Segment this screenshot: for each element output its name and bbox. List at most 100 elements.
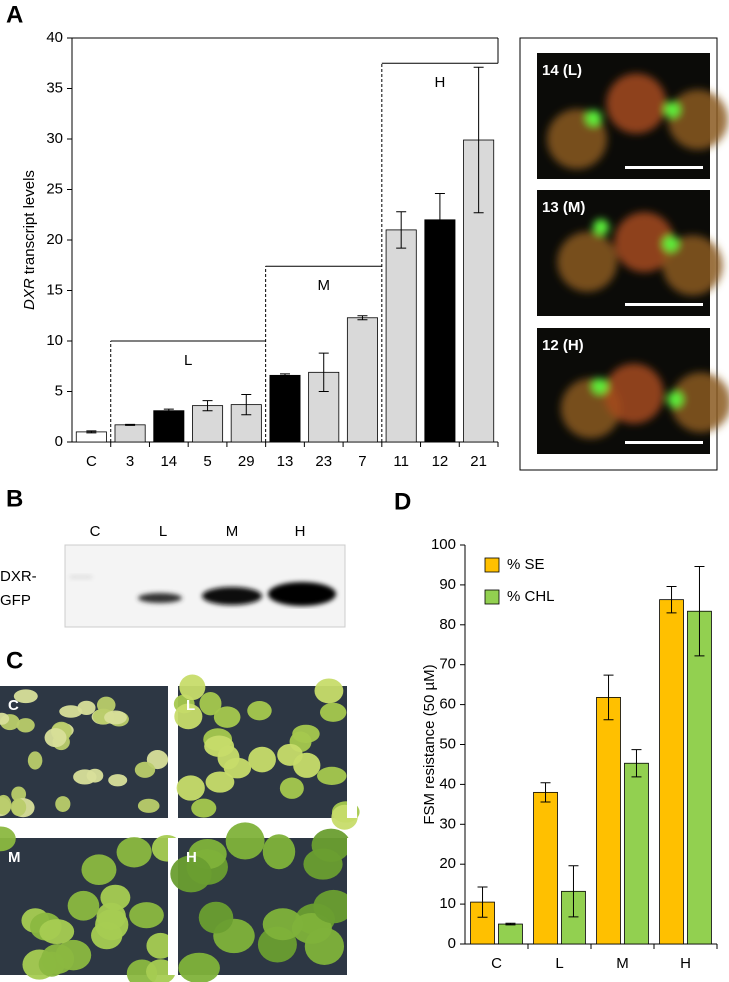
leaf xyxy=(11,786,27,802)
leaf xyxy=(77,700,96,715)
leaf xyxy=(13,689,38,704)
chloroplast-spot xyxy=(667,391,684,408)
bar xyxy=(385,229,417,443)
cell xyxy=(614,212,675,273)
leaf xyxy=(293,752,321,778)
y-axis-label: FSM resistance (50 µM) xyxy=(421,664,438,824)
chloroplast-spot xyxy=(592,219,609,236)
bracket-label: L xyxy=(184,352,192,369)
leaf xyxy=(176,775,205,801)
leaf xyxy=(205,771,235,793)
x-tick-label: 11 xyxy=(393,453,409,470)
photo-clip xyxy=(347,838,357,975)
bar xyxy=(75,431,107,443)
leaf xyxy=(39,919,75,945)
bar xyxy=(596,697,621,945)
y-axis-label: DXR transcript levels xyxy=(21,170,38,310)
leaf xyxy=(247,701,272,721)
error-bar xyxy=(318,352,329,392)
leaf xyxy=(104,710,127,725)
leaf xyxy=(198,901,234,934)
legend-swatch xyxy=(484,557,500,573)
scale-bar xyxy=(625,441,703,444)
error-bar xyxy=(568,865,579,918)
x-tick-label: 21 xyxy=(470,453,487,470)
y-tick-label: 10 xyxy=(439,895,456,912)
x-tick-label: 29 xyxy=(238,453,255,470)
blot-column-label: M xyxy=(226,523,239,540)
leaf xyxy=(304,927,345,965)
x-tick-label: 23 xyxy=(315,453,332,470)
error-bar xyxy=(666,585,677,614)
error-bar xyxy=(280,373,290,378)
leaf xyxy=(100,884,131,911)
chloroplast-spot xyxy=(591,378,608,395)
legend-swatch xyxy=(484,589,500,605)
blot-row-label: GFP xyxy=(0,592,31,609)
y-tick-label: 35 xyxy=(46,79,63,96)
legend-label: % CHL xyxy=(507,588,555,605)
x-tick-label: 7 xyxy=(358,453,366,470)
seedling-label: C xyxy=(8,697,19,714)
bar xyxy=(659,599,684,945)
y-tick-label: 0 xyxy=(55,433,63,450)
cell xyxy=(557,231,618,292)
y-tick-label: 90 xyxy=(439,576,456,593)
blot-column-label: C xyxy=(90,523,101,540)
chloroplast-spot xyxy=(662,235,679,252)
x-tick-label: M xyxy=(616,955,629,972)
leaf xyxy=(81,854,117,885)
y-tick-label: 40 xyxy=(439,775,456,792)
x-tick-label: 14 xyxy=(160,453,177,470)
y-tick-label: 10 xyxy=(46,332,63,349)
leaf xyxy=(319,702,347,722)
micrograph-cells xyxy=(547,73,728,170)
x-tick-label: H xyxy=(680,955,691,972)
leaf xyxy=(27,751,43,770)
leaf xyxy=(134,761,156,778)
blot-column-label: L xyxy=(159,523,167,540)
x-tick-label: 5 xyxy=(203,453,211,470)
y-tick-label: 0 xyxy=(448,935,456,952)
leaf xyxy=(116,837,152,868)
y-tick-label: 30 xyxy=(439,815,456,832)
photo-clip xyxy=(168,838,178,975)
y-tick-label: 60 xyxy=(439,696,456,713)
micrograph-cells xyxy=(560,363,729,439)
leaf xyxy=(55,796,71,813)
error-bar xyxy=(631,749,642,778)
leaf xyxy=(279,777,304,799)
error-bar xyxy=(603,674,614,721)
bar xyxy=(153,410,185,443)
panel-letter: B xyxy=(6,485,23,512)
leaf xyxy=(10,798,27,817)
bracket-label: M xyxy=(317,277,330,294)
micrograph-label: 14 (L) xyxy=(542,62,582,79)
leaf xyxy=(225,822,265,860)
legend-label: % SE xyxy=(507,556,545,573)
leaf xyxy=(129,902,164,929)
panel-letter: D xyxy=(394,488,411,515)
cell xyxy=(606,73,667,134)
micrograph-label: 12 (H) xyxy=(542,337,584,354)
leaf xyxy=(179,674,206,701)
leaf xyxy=(248,746,276,773)
x-tick-label: C xyxy=(491,955,502,972)
y-tick-label: 30 xyxy=(46,130,63,147)
leaf xyxy=(38,951,65,977)
micrograph-cells xyxy=(557,212,723,296)
leaf xyxy=(0,712,10,725)
bar xyxy=(346,317,378,443)
leaf xyxy=(44,728,67,748)
leaf xyxy=(170,855,212,893)
error-bar xyxy=(396,211,407,249)
leaf xyxy=(91,921,123,950)
y-tick-label: 5 xyxy=(55,382,63,399)
y-axis-label-italic: DXR xyxy=(21,278,38,310)
bar xyxy=(498,923,523,945)
bracket-label: H xyxy=(434,74,445,91)
chloroplast-spot xyxy=(664,101,681,118)
blot-column-label: H xyxy=(295,523,306,540)
error-bar xyxy=(125,423,136,426)
